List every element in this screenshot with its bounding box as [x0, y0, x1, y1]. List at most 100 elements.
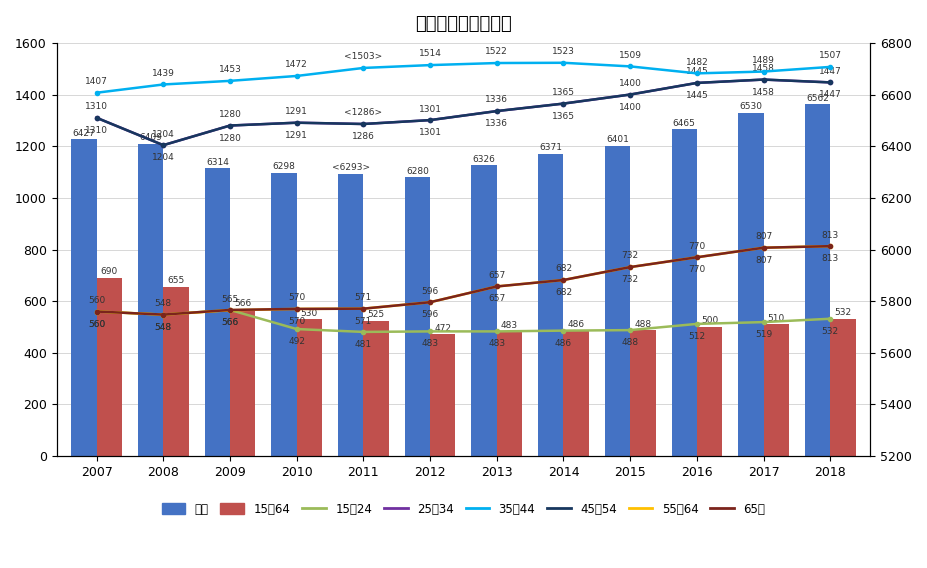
Text: 6530: 6530: [740, 102, 762, 111]
Text: 1400: 1400: [618, 103, 641, 111]
Text: 813: 813: [821, 254, 839, 263]
Text: 657: 657: [489, 294, 505, 303]
Text: 532: 532: [834, 308, 852, 317]
Text: 1453: 1453: [219, 65, 241, 74]
Text: 1286: 1286: [352, 132, 375, 141]
Text: 732: 732: [622, 252, 639, 261]
Text: 566: 566: [222, 318, 238, 327]
Bar: [138, 144, 163, 456]
Text: 1447: 1447: [819, 90, 842, 99]
Text: 6298: 6298: [273, 162, 296, 171]
Text: 481: 481: [355, 340, 372, 349]
Text: 596: 596: [422, 287, 438, 295]
Text: 566: 566: [234, 299, 251, 308]
Text: 566: 566: [222, 318, 238, 327]
Text: 807: 807: [755, 232, 772, 241]
Text: 510: 510: [768, 314, 785, 323]
Bar: [630, 330, 655, 456]
Text: 1280: 1280: [219, 133, 241, 143]
Text: 682: 682: [555, 264, 572, 273]
Text: 1204: 1204: [152, 130, 174, 139]
Text: 519: 519: [755, 330, 772, 339]
Text: 1365: 1365: [552, 88, 575, 97]
Text: 6401: 6401: [606, 135, 629, 144]
Text: 1310: 1310: [85, 102, 108, 111]
Text: 1482: 1482: [685, 58, 708, 67]
Bar: [230, 310, 255, 456]
Text: 1445: 1445: [685, 68, 708, 76]
Text: 565: 565: [222, 295, 238, 304]
Text: 1522: 1522: [486, 47, 508, 56]
Text: 1523: 1523: [552, 47, 575, 56]
Text: 1280: 1280: [219, 110, 241, 119]
Text: 807: 807: [755, 256, 772, 265]
Text: 1445: 1445: [685, 91, 708, 100]
Text: 548: 548: [155, 299, 171, 308]
Title: 年齢階級別就業者数: 年齢階級別就業者数: [415, 15, 512, 33]
Text: 6314: 6314: [206, 158, 229, 167]
Text: 1472: 1472: [286, 60, 308, 69]
Bar: [363, 320, 388, 456]
Legend: 総数, 15〜64, 15〜24, 25〜34, 35〜44, 45〜54, 55〜64, 65〜: 総数, 15〜64, 15〜24, 25〜34, 35〜44, 45〜54, 5…: [157, 498, 770, 520]
Text: 770: 770: [688, 265, 705, 274]
Text: 732: 732: [622, 275, 639, 284]
Text: 1509: 1509: [618, 51, 641, 60]
Text: 1291: 1291: [286, 107, 308, 116]
Text: 486: 486: [567, 320, 585, 329]
Bar: [272, 173, 297, 456]
Bar: [205, 169, 230, 456]
Bar: [71, 139, 96, 456]
Text: 532: 532: [821, 327, 839, 336]
Bar: [163, 287, 189, 456]
Bar: [671, 130, 697, 456]
Text: 472: 472: [434, 324, 451, 333]
Text: 560: 560: [88, 320, 106, 328]
Text: 6326: 6326: [473, 154, 496, 164]
Text: 6465: 6465: [673, 119, 695, 128]
Text: 690: 690: [101, 268, 118, 277]
Text: 682: 682: [555, 288, 572, 297]
Text: 6562: 6562: [806, 94, 829, 103]
Bar: [805, 105, 831, 456]
Text: 1301: 1301: [419, 105, 441, 114]
Text: 560: 560: [88, 296, 106, 305]
Text: 488: 488: [634, 320, 652, 328]
Text: 1458: 1458: [752, 87, 775, 97]
Text: 548: 548: [155, 323, 171, 332]
Text: 1407: 1407: [85, 77, 108, 86]
Text: 1447: 1447: [819, 67, 842, 76]
Text: 1458: 1458: [752, 64, 775, 73]
Text: 483: 483: [489, 340, 505, 348]
Bar: [539, 154, 564, 456]
Text: 530: 530: [300, 309, 318, 318]
Bar: [697, 327, 722, 456]
Text: 483: 483: [422, 340, 438, 348]
Bar: [96, 278, 122, 456]
Text: 570: 570: [288, 317, 305, 326]
Text: <1503>: <1503>: [344, 52, 383, 61]
Text: 6409: 6409: [139, 133, 162, 143]
Text: 813: 813: [821, 231, 839, 240]
Text: 1204: 1204: [152, 153, 174, 162]
Text: 500: 500: [701, 316, 718, 325]
Bar: [831, 319, 856, 456]
Text: 1514: 1514: [419, 49, 441, 59]
Text: 1336: 1336: [486, 119, 508, 128]
Text: 570: 570: [288, 293, 305, 302]
Text: <1286>: <1286>: [344, 108, 383, 118]
Text: 488: 488: [622, 338, 639, 347]
Text: 486: 486: [555, 339, 572, 348]
Text: 655: 655: [168, 277, 184, 286]
Text: 6280: 6280: [406, 166, 429, 176]
Text: 657: 657: [489, 271, 505, 280]
Text: 770: 770: [688, 241, 705, 250]
Bar: [738, 112, 764, 456]
Text: 483: 483: [501, 321, 518, 330]
Text: 596: 596: [422, 310, 438, 319]
Bar: [764, 324, 789, 456]
Text: 1365: 1365: [552, 111, 575, 120]
Bar: [297, 319, 322, 456]
Text: 512: 512: [689, 332, 705, 341]
Text: 1336: 1336: [486, 95, 508, 105]
Text: 525: 525: [367, 310, 385, 319]
